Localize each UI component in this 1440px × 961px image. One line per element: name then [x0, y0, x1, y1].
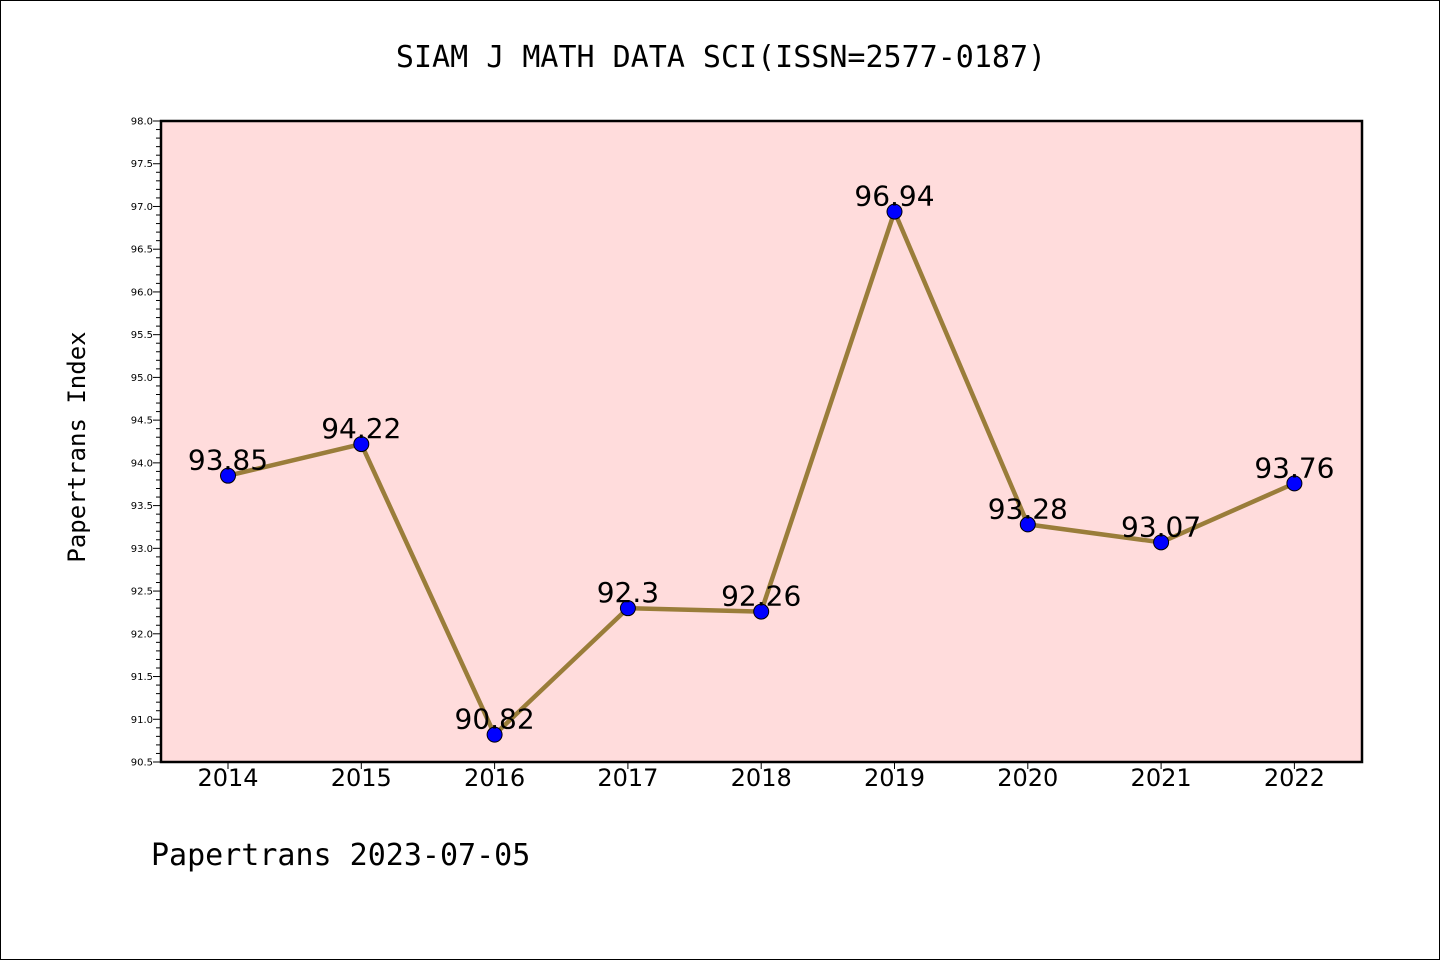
- y-tick-label: 95.0: [131, 373, 153, 384]
- y-tick-label: 96.5: [131, 245, 153, 256]
- y-tick-label: 98.0: [131, 117, 153, 128]
- y-axis: 90.5 91.0 91.5 92.0 92.5 93.0 93.5 94.0 94.5 95.0…: [131, 117, 161, 769]
- y-tick-label: 91.0: [131, 715, 153, 726]
- x-tick-label: 2015: [331, 764, 392, 792]
- data-label-2019: 96.94: [854, 180, 934, 213]
- x-tick-label: 2016: [464, 764, 525, 792]
- y-tick-label: 97.5: [131, 159, 153, 170]
- y-tick-label: 92.0: [131, 629, 153, 640]
- x-tick-label: 2019: [864, 764, 925, 792]
- data-point-2014: [220, 467, 236, 484]
- y-tick-label: 93.5: [131, 501, 153, 512]
- data-label-2018: 92.26: [721, 580, 801, 613]
- data-point-2016: [486, 726, 503, 743]
- x-tick-label: 2014: [197, 764, 258, 792]
- plot-border: [159, 119, 1364, 764]
- y-tick-label: 91.5: [131, 672, 153, 683]
- data-label-2014: 93.85: [188, 444, 268, 477]
- y-tick-label: 92.5: [131, 587, 153, 598]
- data-point-2021: [1153, 534, 1170, 551]
- y-tick-label: 95.5: [131, 330, 153, 341]
- data-label-2020: 93.28: [988, 492, 1068, 525]
- data-labels-group: 93.85 94.22 90.82 92.3 92.26 96.94 93.28 93.07 9…: [188, 180, 1335, 736]
- x-axis: 2014 2015 2016 2017 2018 2019 2020 2021 2022: [197, 762, 1325, 792]
- data-point-2022: [1286, 475, 1303, 492]
- x-tick-label: 2017: [597, 764, 658, 792]
- y-tick-label: 96.0: [131, 287, 153, 298]
- x-tick-label: 2020: [997, 764, 1058, 792]
- x-tick-label: 2021: [1131, 764, 1192, 792]
- data-label-2016: 90.82: [455, 703, 535, 736]
- data-point-2019: [886, 203, 903, 220]
- y-tick-label: 97.0: [131, 202, 153, 213]
- y-tick-label: 94.0: [131, 458, 153, 469]
- data-label-2021: 93.07: [1121, 510, 1201, 543]
- chart-title: SIAM J MATH DATA SCI(ISSN=2577-0187): [396, 40, 1046, 75]
- data-label-2022: 93.76: [1254, 451, 1334, 484]
- markers-group: [220, 203, 1303, 743]
- data-label-2015: 94.22: [321, 412, 401, 445]
- data-point-2018: [753, 603, 770, 620]
- y-tick-label: 90.5: [131, 758, 153, 769]
- x-tick-label: 2022: [1264, 764, 1325, 792]
- data-point-2017: [619, 600, 636, 617]
- data-point-2015: [353, 436, 370, 453]
- data-point-2020: [1019, 516, 1036, 533]
- y-tick-label: 93.0: [131, 544, 153, 555]
- x-tick-label: 2018: [731, 764, 792, 792]
- y-tick-label: 94.5: [131, 416, 153, 427]
- data-label-2017: 92.3: [597, 576, 659, 609]
- y-axis-label: Papertrans Index: [63, 331, 91, 562]
- footer-date-text: Papertrans 2023-07-05: [151, 838, 530, 873]
